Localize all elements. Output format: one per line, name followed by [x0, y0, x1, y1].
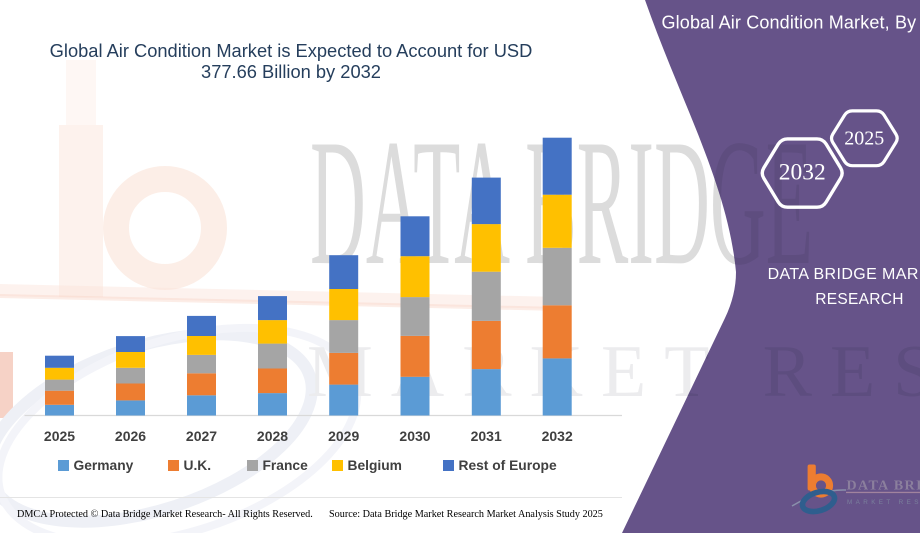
svg-text:DATA BRIDGE MARKET: DATA BRIDGE MARKET — [768, 266, 920, 283]
svg-text:2025: 2025 — [844, 128, 884, 150]
svg-text:DATA BRID: DATA BRID — [847, 479, 920, 494]
svg-text:MARKET RESE: MARKET RESE — [847, 499, 920, 506]
svg-text:Global Air Condition Market, B: Global Air Condition Market, By — [662, 13, 917, 33]
svg-text:2032: 2032 — [779, 160, 826, 186]
svg-text:RESEARCH: RESEARCH — [815, 291, 904, 308]
